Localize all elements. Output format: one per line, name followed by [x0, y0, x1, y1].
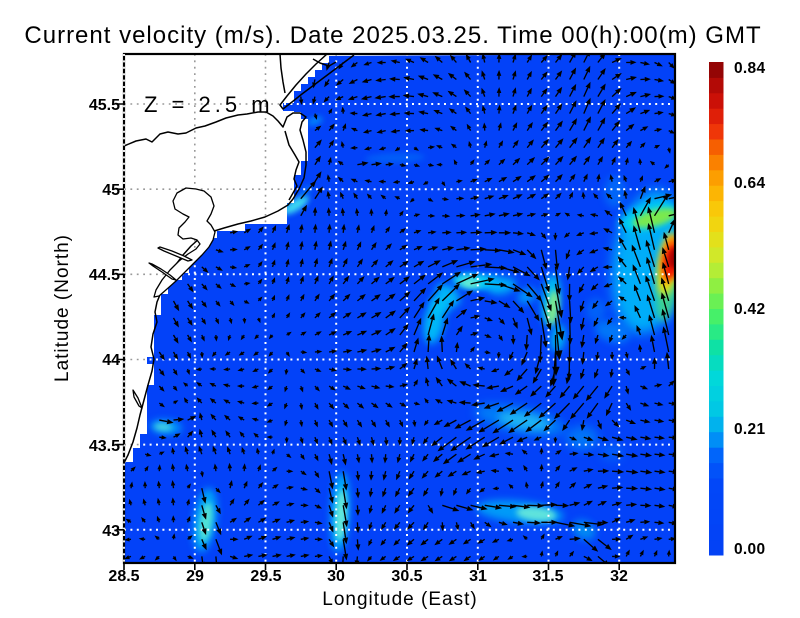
svg-text:45: 45: [102, 182, 120, 199]
svg-text:0.42: 0.42: [734, 301, 765, 318]
svg-text:0.64: 0.64: [734, 175, 765, 192]
svg-text:45.5: 45.5: [89, 97, 120, 114]
svg-text:Current velocity (m/s). Date: Current velocity (m/s). Date 2025.03.25.…: [24, 22, 761, 49]
svg-text:0.00: 0.00: [734, 541, 765, 558]
svg-text:44: 44: [102, 352, 120, 369]
svg-text:0.84: 0.84: [734, 60, 765, 77]
svg-text:29: 29: [186, 568, 204, 585]
svg-text:31: 31: [469, 568, 487, 585]
svg-text:29.5: 29.5: [250, 568, 281, 585]
svg-text:30: 30: [327, 568, 345, 585]
svg-text:0.21: 0.21: [734, 421, 765, 438]
svg-text:Latitude (North): Latitude (North): [52, 234, 73, 382]
svg-text:43: 43: [102, 523, 120, 540]
svg-text:30.5: 30.5: [391, 568, 422, 585]
svg-text:32: 32: [610, 568, 628, 585]
svg-text:28.5: 28.5: [108, 568, 139, 585]
svg-text:Longitude (East): Longitude (East): [322, 589, 477, 610]
svg-text:Z = 2.5 m: Z = 2.5 m: [144, 92, 274, 117]
svg-text:31.5: 31.5: [532, 568, 563, 585]
svg-text:43.5: 43.5: [89, 438, 120, 455]
svg-text:44.5: 44.5: [89, 267, 120, 284]
